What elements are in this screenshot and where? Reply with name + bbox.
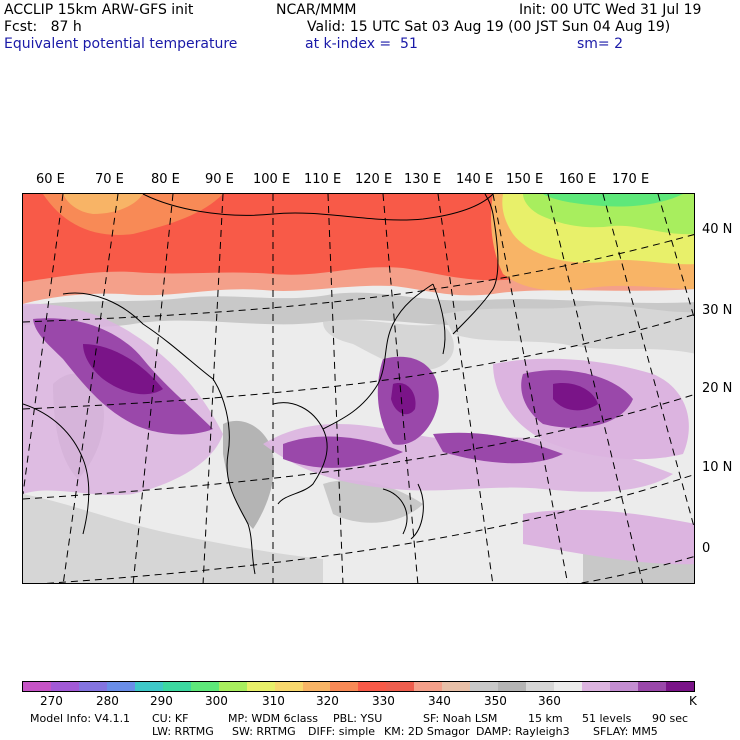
colorbar-swatch [526, 682, 555, 691]
colorbar-swatch [23, 682, 51, 691]
colorbar-label: 330 [372, 694, 395, 708]
lat-label: 0 [702, 541, 711, 556]
footer-item: 90 sec [652, 712, 689, 725]
lon-label: 80 E [151, 172, 180, 187]
lat-label: 30 N [702, 303, 733, 318]
lon-label: 150 E [506, 172, 544, 187]
init-time: Init: 00 UTC Wed 31 Jul 19 [519, 2, 702, 18]
map-panel [22, 193, 695, 584]
theta-e-map [23, 194, 694, 583]
lon-label: 140 E [456, 172, 494, 187]
footer-item: CU: KF [152, 712, 189, 725]
colorbar-swatch [78, 682, 107, 691]
footer-item: DAMP: Rayleigh3 [476, 725, 570, 738]
colorbar-label: 340 [428, 694, 451, 708]
footer-item: PBL: YSU [333, 712, 383, 725]
lat-label: 20 N [702, 381, 733, 396]
footer-item: SF: Noah LSM [423, 712, 498, 725]
colorbar-label: 280 [96, 694, 119, 708]
lat-label: 40 N [702, 222, 733, 237]
lon-label: 60 E [36, 172, 65, 187]
footer-item: SW: RRTMG [232, 725, 296, 738]
colorbar-swatch [50, 682, 79, 691]
footer-item: SFLAY: MM5 [593, 725, 658, 738]
colorbar-swatch [498, 682, 527, 691]
field-name: Equivalent potential temperature [4, 36, 238, 52]
colorbar-swatch [386, 682, 415, 691]
footer-item: Model Info: V4.1.1 [30, 712, 131, 725]
colorbar-swatch [554, 682, 583, 691]
colorbar-label: 350 [484, 694, 507, 708]
colorbar-swatch [106, 682, 135, 691]
org-label: NCAR/MMM [276, 2, 357, 18]
smoothing-label: sm= 2 [577, 36, 624, 52]
colorbar-swatch [274, 682, 303, 691]
lon-label: 170 E [612, 172, 650, 187]
lon-label: 100 E [253, 172, 291, 187]
colorbar-swatch [190, 682, 219, 691]
colorbar-swatch [162, 682, 191, 691]
forecast-hour: Fcst: 87 h [4, 19, 82, 35]
footer-item: 51 levels [582, 712, 632, 725]
model-title: ACCLIP 15km ARW-GFS init [4, 2, 194, 18]
footer-item: 15 km [528, 712, 563, 725]
colorbar-swatch [358, 682, 387, 691]
footer-item: MP: WDM 6class [228, 712, 318, 725]
colorbar-swatch [637, 682, 666, 691]
lon-label: 120 E [355, 172, 393, 187]
footer-item: DIFF: simple [308, 725, 376, 738]
colorbar-swatch [218, 682, 247, 691]
colorbar-swatch [134, 682, 163, 691]
colorbar-swatch [582, 682, 611, 691]
colorbar-swatch [610, 682, 638, 691]
lon-label: 130 E [404, 172, 442, 187]
colorbar-swatch [302, 682, 331, 691]
footer-item: LW: RRTMG [152, 725, 214, 738]
colorbar-swatch [442, 682, 471, 691]
lon-label: 160 E [559, 172, 597, 187]
lat-label: 10 N [702, 460, 733, 475]
lon-label: 90 E [205, 172, 234, 187]
colorbar-label: 300 [205, 694, 228, 708]
colorbar [22, 681, 695, 692]
colorbar-swatch [246, 682, 275, 691]
lon-label: 110 E [304, 172, 342, 187]
colorbar-swatch [470, 682, 499, 691]
colorbar-label: 290 [150, 694, 173, 708]
colorbar-swatch [330, 682, 359, 691]
colorbar-swatch [665, 682, 694, 691]
colorbar-label: 320 [316, 694, 339, 708]
colorbar-label: 270 [40, 694, 63, 708]
footer-item: KM: 2D Smagor [384, 725, 470, 738]
colorbar-label: 310 [262, 694, 285, 708]
colorbar-label: K [689, 694, 697, 708]
colorbar-swatch [414, 682, 443, 691]
level-label: at k-index = 51 [305, 36, 418, 52]
valid-time: Valid: 15 UTC Sat 03 Aug 19 (00 JST Sun … [307, 19, 671, 35]
lon-label: 70 E [95, 172, 124, 187]
colorbar-label: 360 [538, 694, 561, 708]
